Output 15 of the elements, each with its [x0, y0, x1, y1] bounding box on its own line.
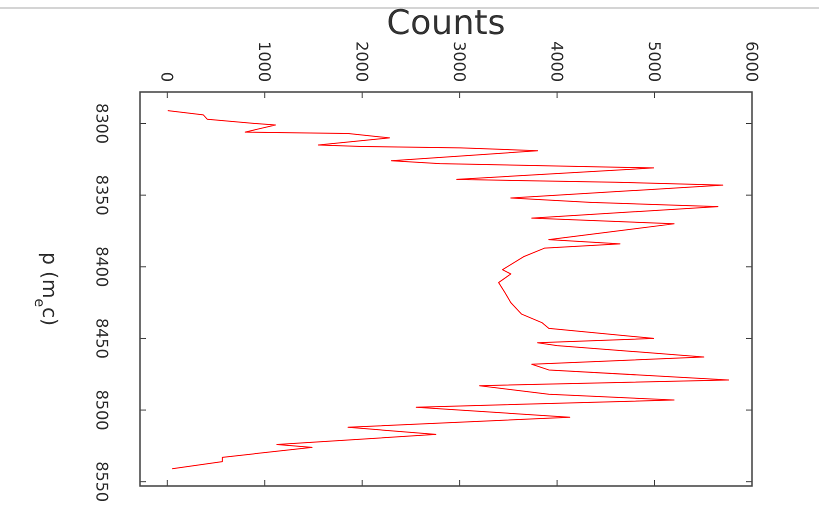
line-series [167, 110, 730, 470]
x-tick-label: 2000 [352, 41, 372, 82]
x-tick-label: 0 [158, 72, 177, 82]
x-axis-title: Counts [386, 3, 506, 43]
y-tick-label: 8500 [92, 390, 112, 430]
y-tick-label: 8300 [92, 103, 112, 144]
x-tick-label: 6000 [742, 41, 762, 82]
x-tick-label: 5000 [644, 41, 664, 82]
x-tick-label: 4000 [547, 41, 566, 82]
y-tick-label: 8350 [92, 174, 112, 216]
x-tick-label: 3000 [450, 41, 470, 82]
y-tick-label: 8550 [92, 461, 112, 502]
y-tick-label: 8450 [92, 318, 112, 359]
x-tick-label: 1000 [255, 41, 274, 82]
y-tick-label: 8400 [92, 246, 112, 288]
